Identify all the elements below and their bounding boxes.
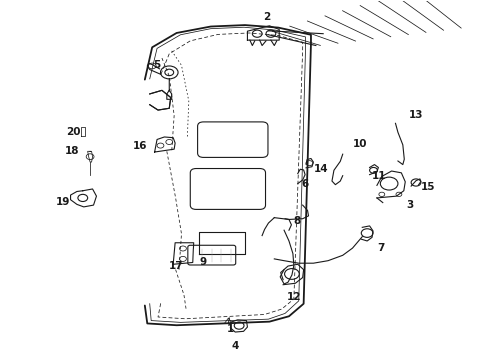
Text: 12: 12	[287, 292, 301, 302]
Text: 16: 16	[133, 141, 147, 151]
Text: 15: 15	[421, 182, 436, 192]
Text: 10: 10	[352, 139, 367, 149]
FancyBboxPatch shape	[188, 245, 236, 265]
Text: 2: 2	[263, 12, 270, 22]
Text: 9: 9	[200, 257, 207, 267]
Text: 1: 1	[227, 324, 234, 334]
Text: 11: 11	[372, 171, 387, 181]
Text: 8: 8	[294, 216, 301, 226]
Text: 4: 4	[232, 341, 239, 351]
Text: 18: 18	[64, 146, 79, 156]
Text: 17: 17	[169, 261, 184, 271]
Text: 5: 5	[153, 60, 161, 70]
Polygon shape	[150, 90, 171, 110]
Text: 3: 3	[406, 200, 414, 210]
Text: 14: 14	[314, 164, 328, 174]
Text: 19: 19	[56, 197, 71, 207]
Text: 20: 20	[66, 127, 80, 136]
Text: 7: 7	[377, 243, 384, 253]
Text: 6: 6	[301, 179, 308, 189]
Text: 13: 13	[409, 111, 423, 121]
